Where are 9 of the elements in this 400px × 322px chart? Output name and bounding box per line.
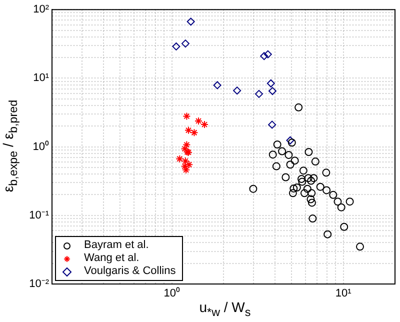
y-tick-label: 10⁻²: [29, 278, 50, 290]
y-tick-label: 10¹: [33, 72, 50, 84]
y-tick-label: 10²: [33, 4, 50, 16]
legend-label: Voulgaris & Collins: [84, 265, 176, 278]
legend-label: Wang et al.: [84, 252, 140, 265]
y-tick-label: 10⁰: [32, 140, 49, 153]
legend-label: Bayram et al.: [84, 239, 149, 252]
x-axis-title: u$_{*w}$ / W$_{s}$: [198, 298, 252, 321]
y-tick-label: 10⁻¹: [29, 209, 50, 222]
